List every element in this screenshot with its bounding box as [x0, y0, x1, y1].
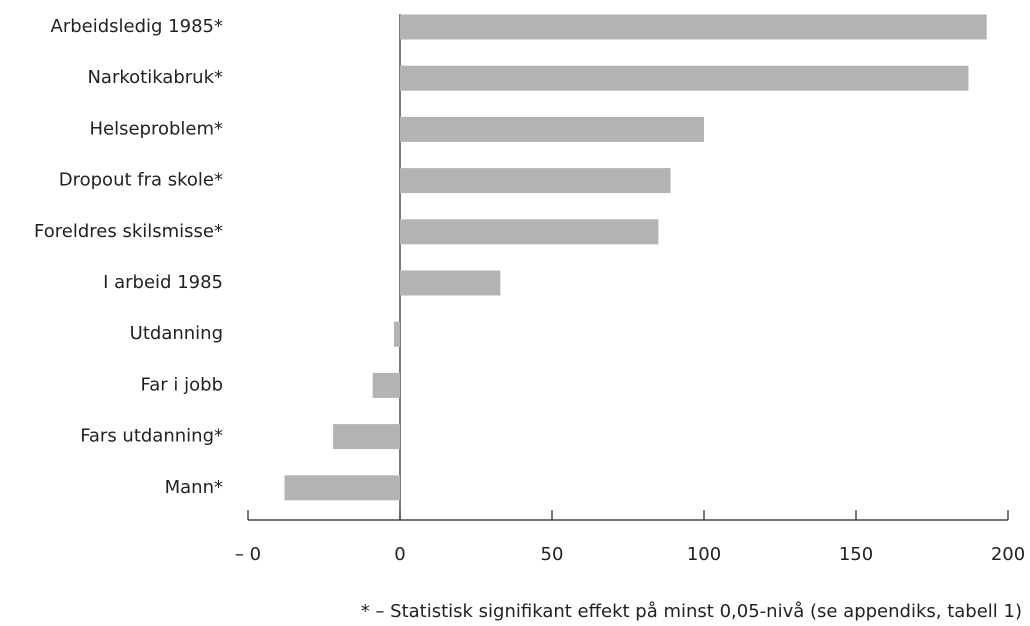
- bar: [400, 65, 969, 91]
- footnote: * – Statistisk signifikant effekt på min…: [361, 601, 1022, 622]
- category-label: Arbeidsledig 1985*: [51, 16, 223, 37]
- bar: [400, 14, 987, 40]
- bar: [400, 219, 659, 245]
- bar: [333, 424, 400, 450]
- category-label: I arbeid 1985: [103, 272, 223, 293]
- category-label: Narkotikabruk*: [87, 67, 223, 88]
- bar: [400, 270, 501, 296]
- category-label: Far i jobb: [141, 374, 223, 395]
- bar: [284, 475, 400, 501]
- x-tick-label: 150: [839, 544, 873, 565]
- category-label: Utdanning: [130, 323, 223, 344]
- x-tick-label: 0: [394, 544, 405, 565]
- x-tick-label: – 0: [235, 544, 261, 565]
- x-tick-label: 100: [687, 544, 721, 565]
- bar: [393, 321, 400, 347]
- category-label: Fars utdanning*: [80, 426, 223, 447]
- category-label: Foreldres skilsmisse*: [34, 221, 223, 242]
- bar: [372, 372, 400, 398]
- x-tick-label: 200: [991, 544, 1025, 565]
- x-tick-label: 50: [541, 544, 564, 565]
- category-label: Mann*: [165, 477, 223, 498]
- bar: [400, 168, 671, 194]
- category-label: Dropout fra skole*: [59, 170, 223, 191]
- category-label: Helseproblem*: [89, 118, 223, 139]
- bar: [400, 116, 704, 142]
